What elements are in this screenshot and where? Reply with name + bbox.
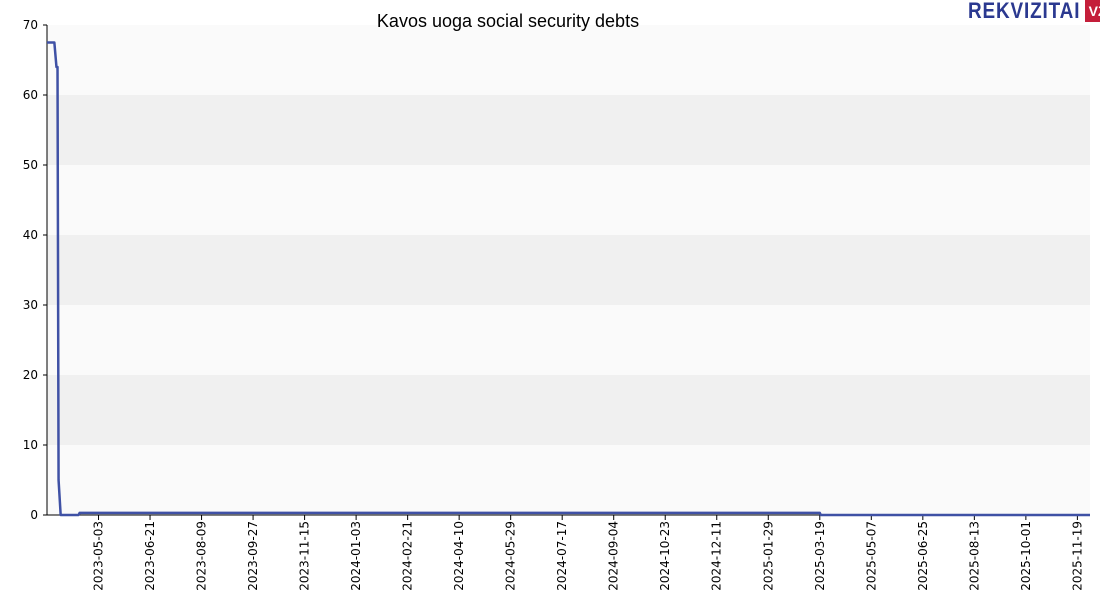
x-tick-label: 2023-11-15 xyxy=(298,521,312,590)
chart-title: Kavos uoga social security debts xyxy=(376,11,640,31)
x-axis: 2023-05-03 2023-06-21 2023-08-09 2023-09-27… xyxy=(47,514,1090,590)
y-tick-label: 50 xyxy=(23,158,38,172)
y-tick-label: 20 xyxy=(23,368,38,382)
grid-bands xyxy=(47,25,1090,515)
x-tick-label: 2025-01-29 xyxy=(761,521,775,590)
y-tick-label: 60 xyxy=(23,88,38,102)
x-tick-label: 2024-09-04 xyxy=(607,521,621,590)
series-layer xyxy=(46,41,1091,517)
y-tick-label: 40 xyxy=(23,228,38,242)
rekvizitai-logo: REKVIZITAI VŽ xyxy=(968,0,1100,22)
x-tick-label: 2023-05-03 xyxy=(92,521,106,590)
grid-band xyxy=(47,235,1090,305)
x-tick-label: 2024-02-21 xyxy=(401,521,415,590)
x-tick-label: 2023-08-09 xyxy=(195,521,209,590)
x-tick-label: 2024-05-29 xyxy=(504,521,518,590)
grid-band xyxy=(47,165,1090,235)
x-tick-label: 2025-05-07 xyxy=(864,521,878,590)
y-tick-label: 10 xyxy=(23,438,38,452)
y-tick-label: 0 xyxy=(30,508,38,522)
grid-band xyxy=(47,375,1090,445)
x-tick-label: 2025-11-19 xyxy=(1070,521,1084,590)
logo-text: REKVIZITAI xyxy=(968,0,1081,23)
y-axis: 0 10 20 30 40 50 60 70 xyxy=(23,18,48,522)
x-tick-label: 2025-06-25 xyxy=(916,521,930,590)
x-tick-label: 2025-08-13 xyxy=(967,521,981,590)
x-tick-label: 2023-06-21 xyxy=(143,521,157,590)
grid-band xyxy=(47,95,1090,165)
x-tick-label: 2024-07-17 xyxy=(555,521,569,590)
grid-band xyxy=(47,25,1090,95)
grid-band xyxy=(47,305,1090,375)
x-tick-label: 2025-03-19 xyxy=(813,521,827,590)
x-tick-label: 2024-01-03 xyxy=(349,521,363,590)
y-tick-label: 70 xyxy=(23,18,38,32)
logo-badge: VŽ xyxy=(1084,0,1100,22)
grid-band xyxy=(47,445,1090,515)
x-tick-label: 2025-10-01 xyxy=(1019,521,1033,590)
x-tick-label: 2024-12-11 xyxy=(710,521,724,590)
x-tick-label: 2024-04-10 xyxy=(452,521,466,590)
x-tick-label: 2023-09-27 xyxy=(246,521,260,590)
x-tick-label: 2024-10-23 xyxy=(658,521,672,590)
y-tick-label: 30 xyxy=(23,298,38,312)
